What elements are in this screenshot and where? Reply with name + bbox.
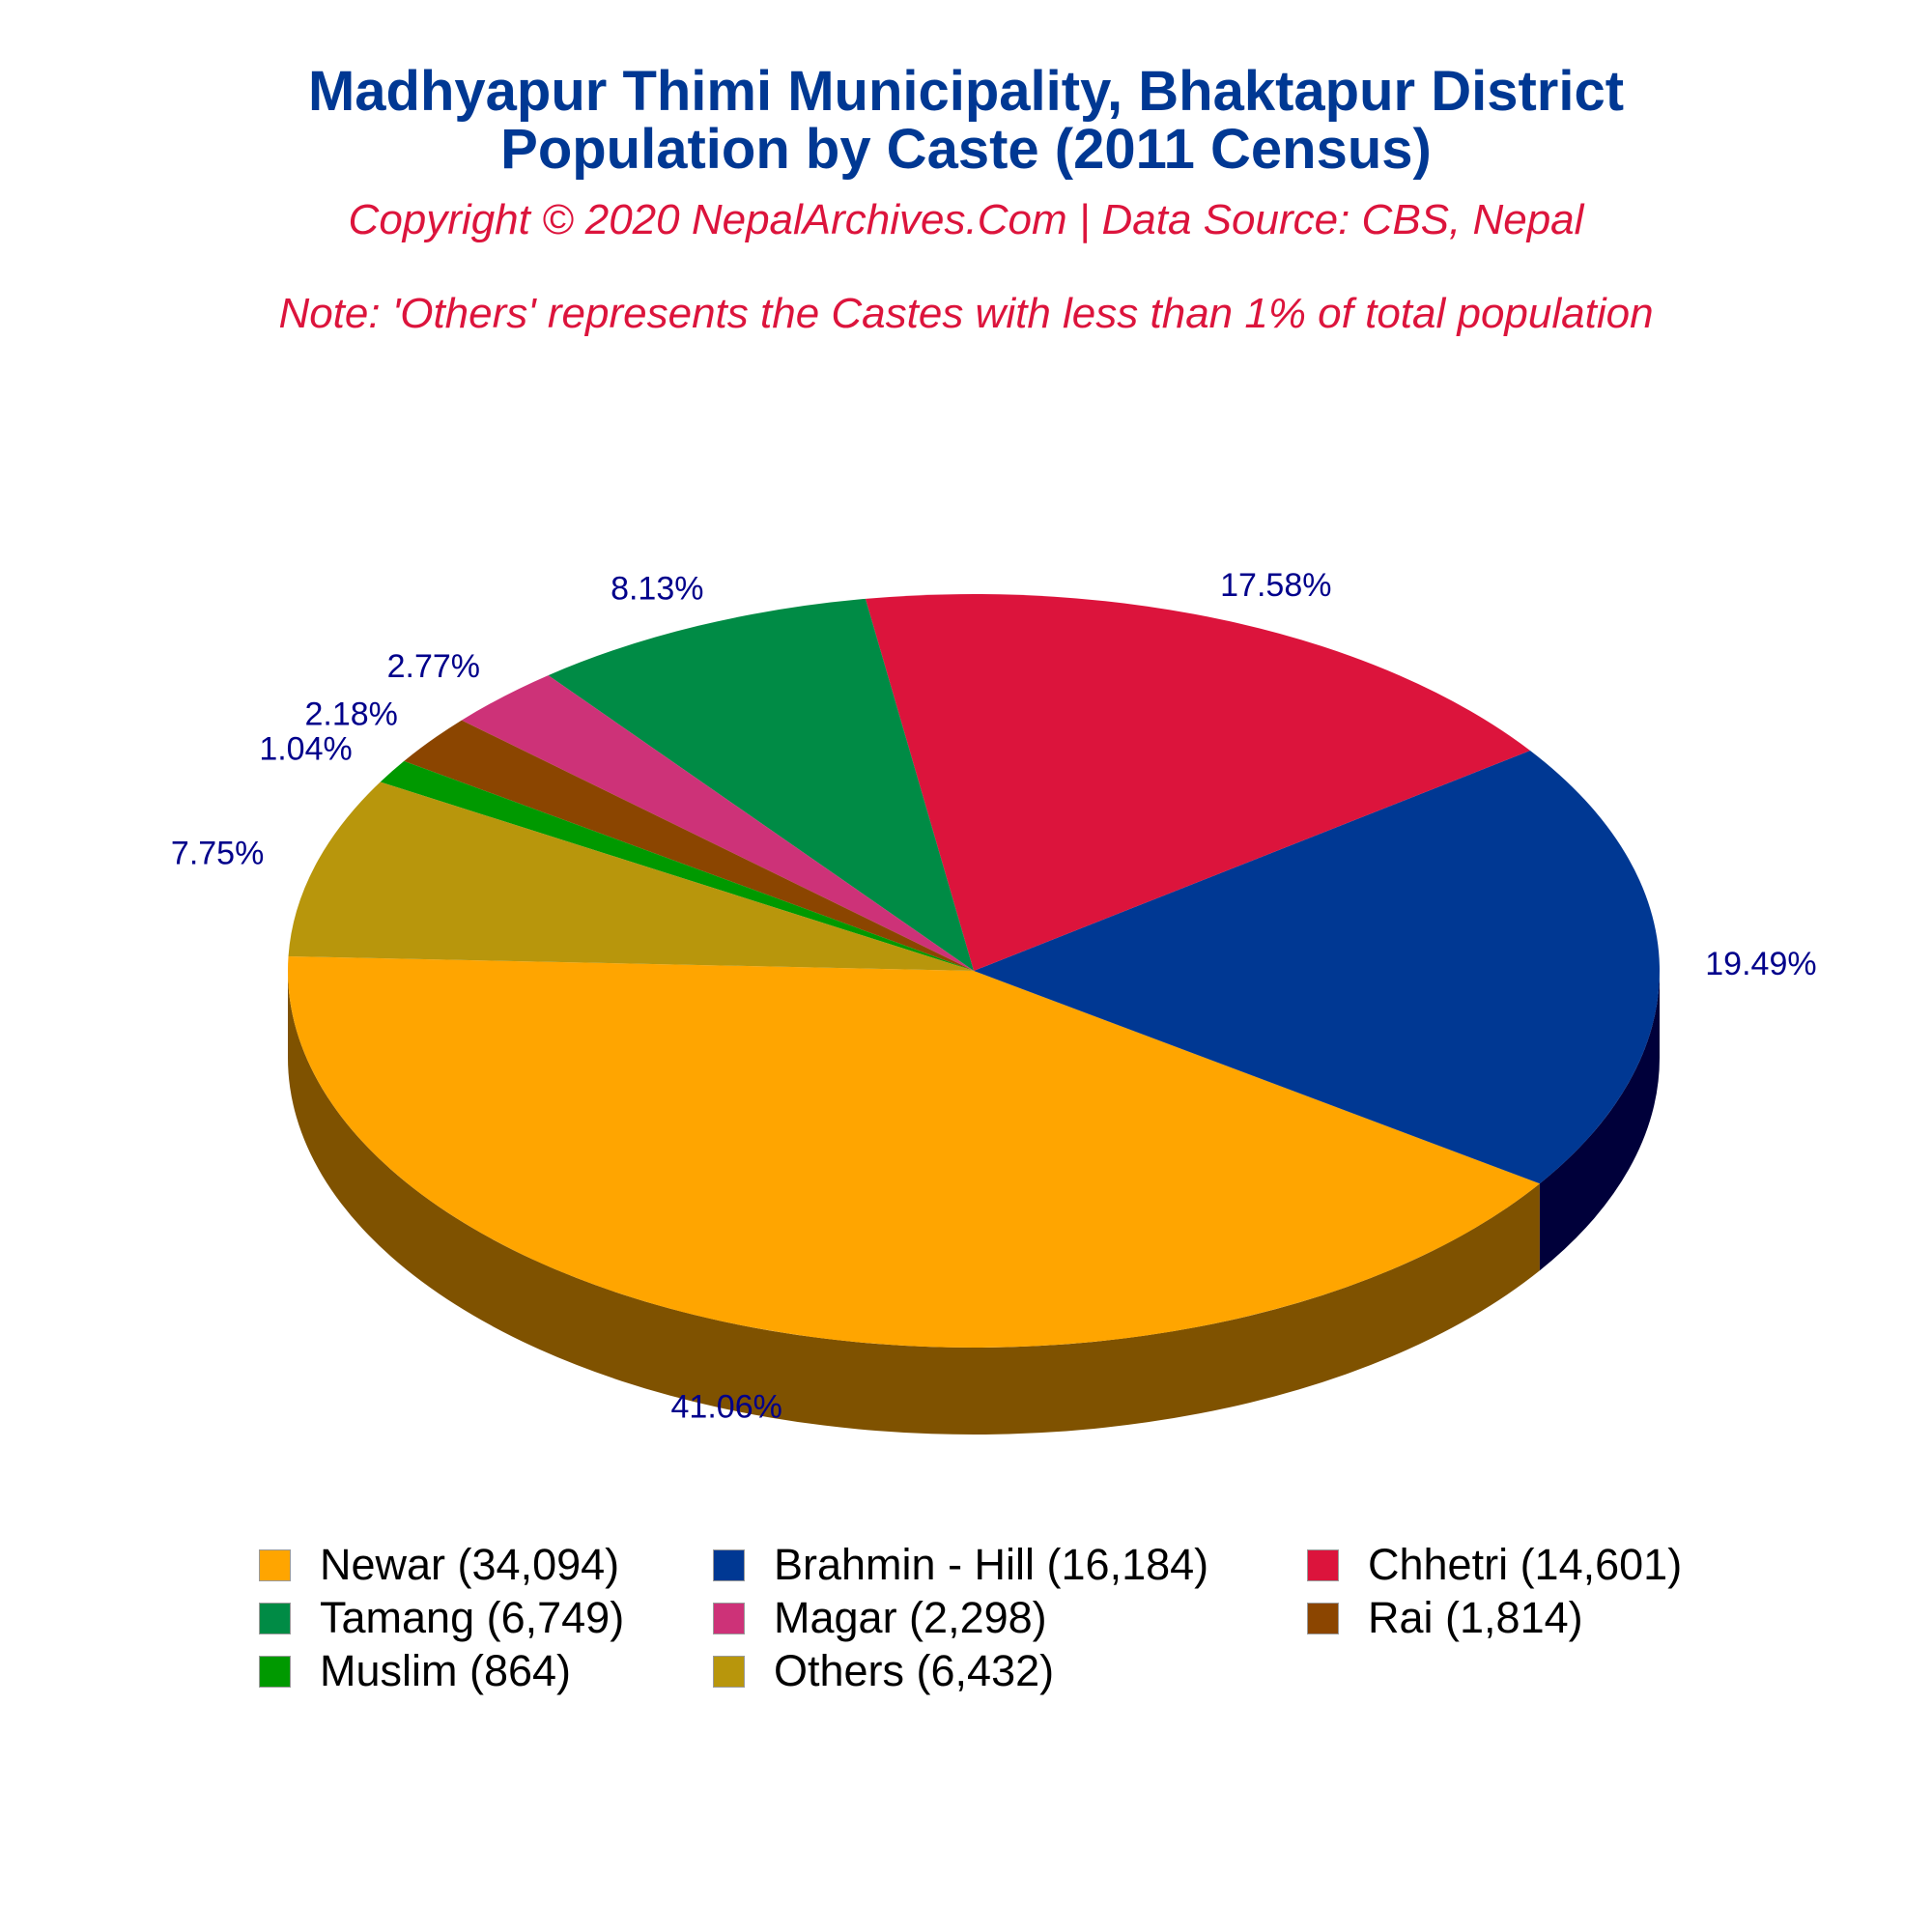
legend-swatch: [713, 1655, 745, 1688]
pie-slice-muslim: [380, 760, 974, 971]
pie-sides: [287, 971, 1660, 1435]
legend-label: Rai (1,814): [1368, 1593, 1583, 1642]
pie-slice-rai: [404, 720, 974, 971]
pie-slice-others: [288, 781, 974, 971]
pie-side-brahmin-hill: [1539, 971, 1660, 1271]
legend-label: Brahmin - Hill (16,184): [774, 1540, 1209, 1589]
copyright-text: Copyright © 2020 NepalArchives.Com | Dat…: [348, 196, 1584, 243]
pie-slice-chhetri: [865, 594, 1531, 971]
legend-label: Tamang (6,749): [320, 1593, 625, 1642]
legend-item-chhetri: Chhetri (14,601): [1307, 1540, 1682, 1590]
percent-label-tamang: 8.13%: [611, 570, 703, 607]
percent-label-others: 7.75%: [171, 835, 264, 871]
legend-item-tamang: Tamang (6,749): [259, 1593, 624, 1643]
legend-item-others: Others (6,432): [713, 1646, 1054, 1696]
note-text: Note: 'Others' represents the Castes wit…: [278, 290, 1654, 337]
chart-title-line-2: Population by Caste (2011 Census): [500, 118, 1432, 181]
percent-labels: 41.06% 19.49% 17.58% 8.13% 2.77% 2.18%1.04% 7.…: [171, 567, 1817, 1425]
percent-label-muslim: 1.04%: [259, 730, 352, 767]
legend-swatch: [713, 1548, 745, 1581]
percent-label-brahmin-hill: 19.49%: [1705, 946, 1816, 982]
percent-label-newar: 41.06%: [671, 1388, 782, 1425]
legend-label: Newar (34,094): [320, 1540, 620, 1589]
legend-item-brahmin-hill: Brahmin - Hill (16,184): [713, 1540, 1208, 1590]
legend-swatch: [1307, 1548, 1339, 1581]
pie-slice-magar: [461, 675, 974, 971]
pie-slice-brahmin-hill: [974, 750, 1660, 1184]
pie-slice-tamang: [548, 598, 974, 971]
legend-item-muslim: Muslim (864): [259, 1646, 571, 1696]
legend-label: Magar (2,298): [774, 1593, 1047, 1642]
percent-label-rai: 2.18%: [305, 696, 398, 733]
pie-slice-newar: [287, 956, 1540, 1349]
legend-swatch: [259, 1602, 291, 1634]
legend-item-newar: Newar (34,094): [259, 1540, 619, 1590]
pie-side-newar: [287, 971, 1540, 1435]
percent-label-chhetri: 17.58%: [1220, 567, 1331, 604]
legend-swatch: [713, 1602, 745, 1634]
legend-swatch: [259, 1655, 291, 1688]
percent-label-magar: 2.77%: [387, 648, 480, 685]
legend-item-magar: Magar (2,298): [713, 1593, 1047, 1643]
legend-item-rai: Rai (1,814): [1307, 1593, 1583, 1643]
chart-title-line-1: Madhyapur Thimi Municipality, Bhaktapur …: [307, 60, 1625, 123]
legend-swatch: [1307, 1602, 1339, 1634]
legend-swatch: [259, 1548, 291, 1581]
legend-label: Muslim (864): [320, 1646, 572, 1695]
legend-label: Others (6,432): [774, 1646, 1055, 1695]
legend-label: Chhetri (14,601): [1368, 1540, 1683, 1589]
pie-slices: [287, 594, 1660, 1349]
